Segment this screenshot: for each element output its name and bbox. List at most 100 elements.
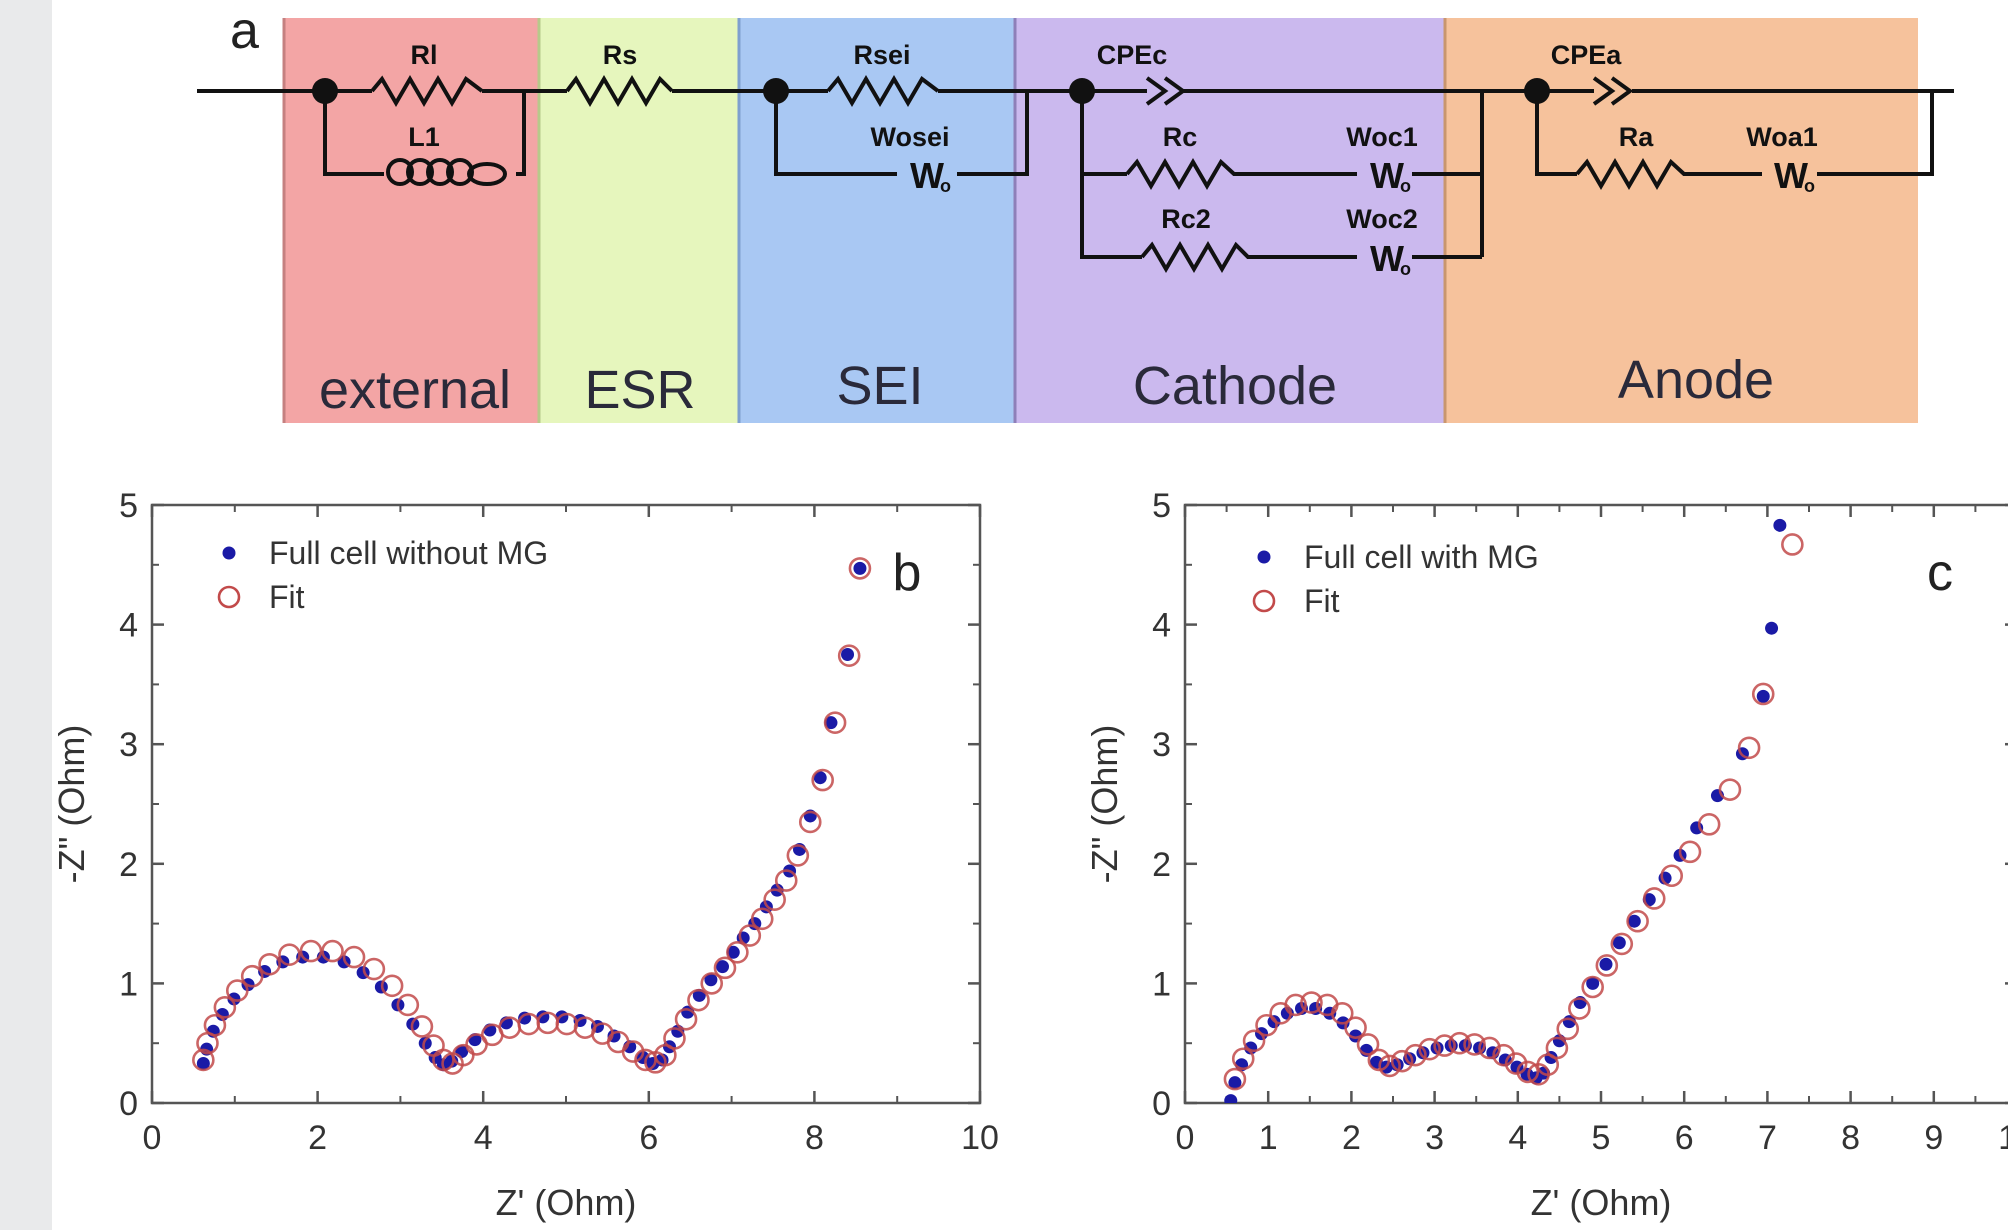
fit-point xyxy=(1418,1037,1441,1061)
data-point xyxy=(1773,518,1787,532)
fit-point xyxy=(1660,864,1684,888)
label-rl: Rl xyxy=(411,40,438,70)
fit-point xyxy=(700,972,724,995)
data-point xyxy=(715,960,729,974)
data-point xyxy=(196,1057,210,1071)
fit-point xyxy=(774,869,798,892)
fit-point xyxy=(321,939,344,963)
svg-text:o: o xyxy=(940,176,951,196)
data-point xyxy=(1765,621,1779,635)
x-tick-label: 4 xyxy=(1508,1119,1527,1157)
fit-point xyxy=(1504,1052,1528,1075)
x-tick-label: 0 xyxy=(143,1119,162,1157)
data-point xyxy=(1586,976,1600,990)
fit-point xyxy=(687,988,710,1012)
y-tick-label: 2 xyxy=(119,846,138,884)
x-tick-label: 2 xyxy=(1342,1119,1361,1157)
y-tick-label: 5 xyxy=(119,487,138,525)
label-woa1: Woa1 xyxy=(1746,122,1818,152)
fit-point xyxy=(1697,813,1721,836)
fit-point xyxy=(811,768,834,792)
legend-marker xyxy=(217,585,241,609)
region-band-anode xyxy=(1445,18,1918,423)
fit-point xyxy=(1478,1036,1501,1060)
data-point xyxy=(824,716,838,730)
fit-point xyxy=(258,952,281,976)
fit-point xyxy=(225,979,249,1002)
label-ra: Ra xyxy=(1619,122,1654,152)
region-label-anode: Anode xyxy=(1618,350,1774,410)
x-axis-title: Z' (Ohm) xyxy=(496,1182,637,1223)
x-tick-label: 6 xyxy=(639,1119,658,1157)
x-tick-label: 9 xyxy=(1924,1119,1943,1157)
label-l1: L1 xyxy=(408,122,440,152)
x-tick-label: 0 xyxy=(1176,1119,1195,1157)
fit-point xyxy=(1626,909,1649,933)
fit-point xyxy=(621,1040,645,1063)
fit-point xyxy=(299,939,323,963)
fit-point xyxy=(1390,1049,1414,1073)
rc-resistor xyxy=(1125,158,1357,190)
x-tick-label: 7 xyxy=(1758,1119,1777,1157)
node-dot xyxy=(763,78,789,104)
circuit-panel: a external ESR SEI Cathode Anode xyxy=(197,2,1954,423)
data-point xyxy=(1756,689,1770,703)
region-label-external: external xyxy=(319,360,511,420)
panel-a-letter: a xyxy=(230,2,259,60)
y-tick-label: 4 xyxy=(119,607,138,645)
region-label-sei: SEI xyxy=(836,356,923,416)
node-dot xyxy=(312,78,338,104)
y-tick-label: 4 xyxy=(1152,607,1171,645)
legend-label: Full cell with MG xyxy=(1304,539,1539,575)
legend-label: Full cell without MG xyxy=(269,535,548,571)
y-tick-label: 5 xyxy=(1152,487,1171,525)
fit-point xyxy=(713,956,737,980)
rl-resistor xyxy=(370,75,484,107)
fit-point xyxy=(738,924,762,947)
fit-point xyxy=(823,711,847,734)
chart-panel-b: 0 2 4 6 8 10 0 1 2 3 4 5 Z' (Ohm) -Z" (Ohm) b Full cell… xyxy=(52,487,999,1223)
fit-point xyxy=(1556,1017,1580,1041)
svg-text:W: W xyxy=(1774,155,1808,196)
data-point xyxy=(1612,936,1626,950)
label-woc2: Woc2 xyxy=(1346,204,1418,234)
fit-point xyxy=(362,957,386,981)
fit-point xyxy=(1595,954,1619,977)
label-woc1: Woc1 xyxy=(1346,122,1418,152)
woc1-element: W o xyxy=(1370,155,1411,196)
cpea-element xyxy=(1592,76,1634,106)
fit-point xyxy=(1568,997,1591,1020)
fit-point xyxy=(1718,778,1742,801)
data-point xyxy=(1627,914,1641,928)
fit-point xyxy=(396,993,420,1017)
data-point xyxy=(1228,1076,1242,1090)
label-cpec: CPEc xyxy=(1097,40,1168,70)
fit-point xyxy=(1223,1067,1247,1091)
fit-point xyxy=(1356,1033,1380,1056)
x-tick-label: 2 xyxy=(308,1119,327,1157)
fit-point xyxy=(837,644,861,667)
legend-label: Fit xyxy=(269,579,305,615)
fit-point xyxy=(1404,1043,1427,1067)
fit-point xyxy=(1737,736,1761,760)
x-tick-label: 4 xyxy=(474,1119,493,1157)
x-tick-label: 8 xyxy=(805,1119,824,1157)
legend-label: Fit xyxy=(1304,583,1340,619)
fit-point xyxy=(410,1015,434,1038)
fit-point xyxy=(1378,1054,1401,1078)
y-tick-label: 3 xyxy=(1152,726,1171,764)
svg-text:o: o xyxy=(1400,259,1411,279)
label-rs: Rs xyxy=(603,40,638,70)
x-tick-label: 3 xyxy=(1425,1119,1444,1157)
fit-point xyxy=(1781,533,1804,556)
fit-point xyxy=(213,996,237,1019)
rc2-resistor xyxy=(1140,241,1357,273)
node-dot xyxy=(1524,78,1550,104)
fit-point xyxy=(763,888,786,911)
x-tick-label: 10 xyxy=(961,1119,999,1157)
fit-point xyxy=(798,810,822,834)
region-label-esr: ESR xyxy=(584,360,695,420)
fit-point xyxy=(1516,1060,1540,1084)
fit-point xyxy=(192,1048,215,1072)
data-point xyxy=(813,771,827,785)
